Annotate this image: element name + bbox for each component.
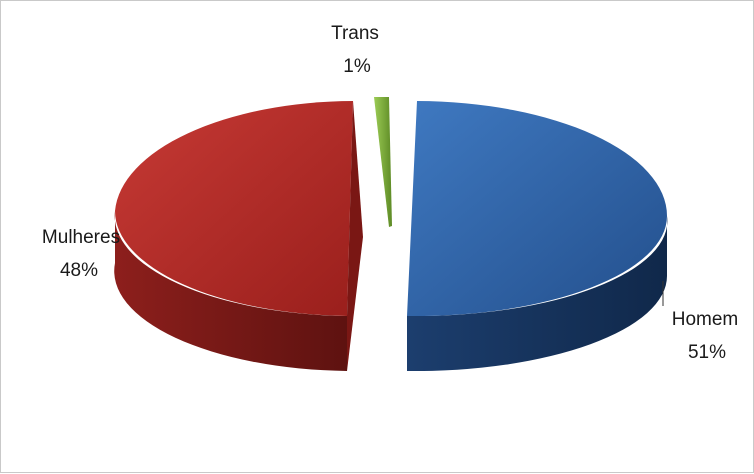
slice-mulheres-side (114, 211, 348, 371)
slice-mulheres (114, 101, 363, 371)
slice-homem (407, 101, 668, 372)
label-homem-name: Homem (672, 309, 739, 330)
slice-mulheres-top (114, 101, 353, 316)
slice-mulheres-cut (347, 101, 363, 371)
slice-trans-wedge (374, 97, 392, 227)
label-homem-value: 51% (688, 342, 726, 363)
label-mulheres-value: 48% (60, 260, 98, 281)
label-mulheres-name: Mulheres (42, 227, 120, 248)
slice-homem-side (407, 216, 668, 372)
label-trans-name: Trans (331, 23, 379, 44)
slice-trans (374, 97, 392, 227)
slice-homem-top (407, 101, 668, 317)
label-trans-value: 1% (343, 56, 371, 77)
